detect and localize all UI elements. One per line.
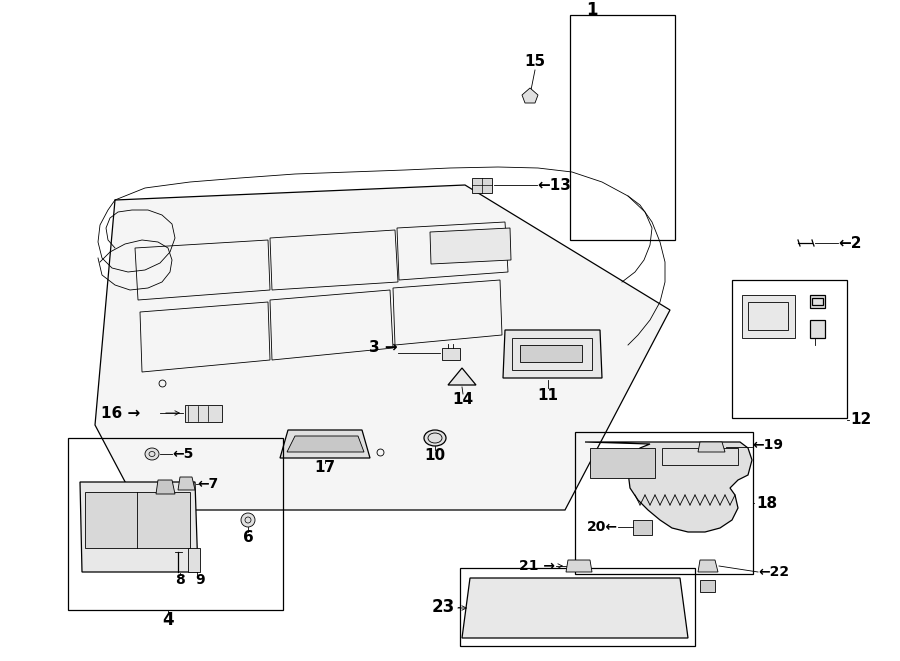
Polygon shape (80, 482, 198, 572)
Text: ←7: ←7 (197, 477, 218, 491)
Polygon shape (742, 295, 795, 338)
Polygon shape (287, 436, 364, 452)
Text: 23: 23 (432, 598, 455, 616)
Polygon shape (590, 448, 655, 478)
Text: 21 →: 21 → (519, 559, 555, 573)
Text: 12: 12 (850, 412, 871, 428)
Text: 18: 18 (756, 496, 777, 510)
Bar (472, 178, 492, 193)
Text: 20←: 20← (587, 520, 618, 534)
Text: 6: 6 (243, 531, 254, 545)
Polygon shape (585, 442, 752, 532)
Text: 8: 8 (176, 573, 184, 587)
Polygon shape (448, 368, 476, 385)
Text: 3 →: 3 → (369, 340, 398, 356)
Text: 10: 10 (425, 449, 446, 463)
Polygon shape (95, 185, 670, 510)
Ellipse shape (241, 513, 255, 527)
Bar (570, 15, 675, 240)
Text: 9: 9 (195, 573, 205, 587)
Polygon shape (156, 480, 175, 494)
Text: ←13: ←13 (537, 178, 571, 192)
Polygon shape (85, 492, 190, 548)
Polygon shape (520, 345, 582, 362)
Polygon shape (280, 430, 370, 458)
Text: 14: 14 (453, 393, 473, 407)
Bar (68, 438, 283, 610)
Bar (732, 280, 847, 418)
Polygon shape (698, 442, 725, 452)
Polygon shape (430, 228, 511, 264)
Polygon shape (178, 477, 195, 490)
Text: 11: 11 (537, 387, 559, 403)
Polygon shape (188, 548, 200, 572)
Ellipse shape (145, 448, 159, 460)
Text: 17: 17 (314, 461, 336, 475)
Text: ←19: ←19 (752, 438, 783, 452)
Polygon shape (700, 580, 715, 592)
Ellipse shape (424, 430, 446, 446)
Text: 1: 1 (586, 1, 598, 19)
Polygon shape (185, 405, 222, 422)
Bar (442, 348, 460, 360)
Polygon shape (462, 578, 688, 638)
Polygon shape (522, 88, 538, 103)
Polygon shape (633, 520, 652, 535)
Text: 4: 4 (162, 611, 174, 629)
Polygon shape (810, 295, 825, 308)
Polygon shape (810, 320, 825, 338)
Ellipse shape (541, 587, 583, 629)
Bar (460, 568, 695, 646)
Ellipse shape (479, 587, 521, 629)
Text: 16 →: 16 → (101, 405, 140, 420)
Ellipse shape (603, 587, 645, 629)
Polygon shape (503, 330, 602, 378)
Polygon shape (566, 560, 592, 572)
Text: ←5: ←5 (172, 447, 194, 461)
Bar (575, 432, 753, 574)
Polygon shape (698, 560, 718, 572)
Text: ←2: ←2 (838, 235, 861, 251)
Text: 15: 15 (525, 54, 545, 69)
Text: ←22: ←22 (758, 565, 789, 579)
